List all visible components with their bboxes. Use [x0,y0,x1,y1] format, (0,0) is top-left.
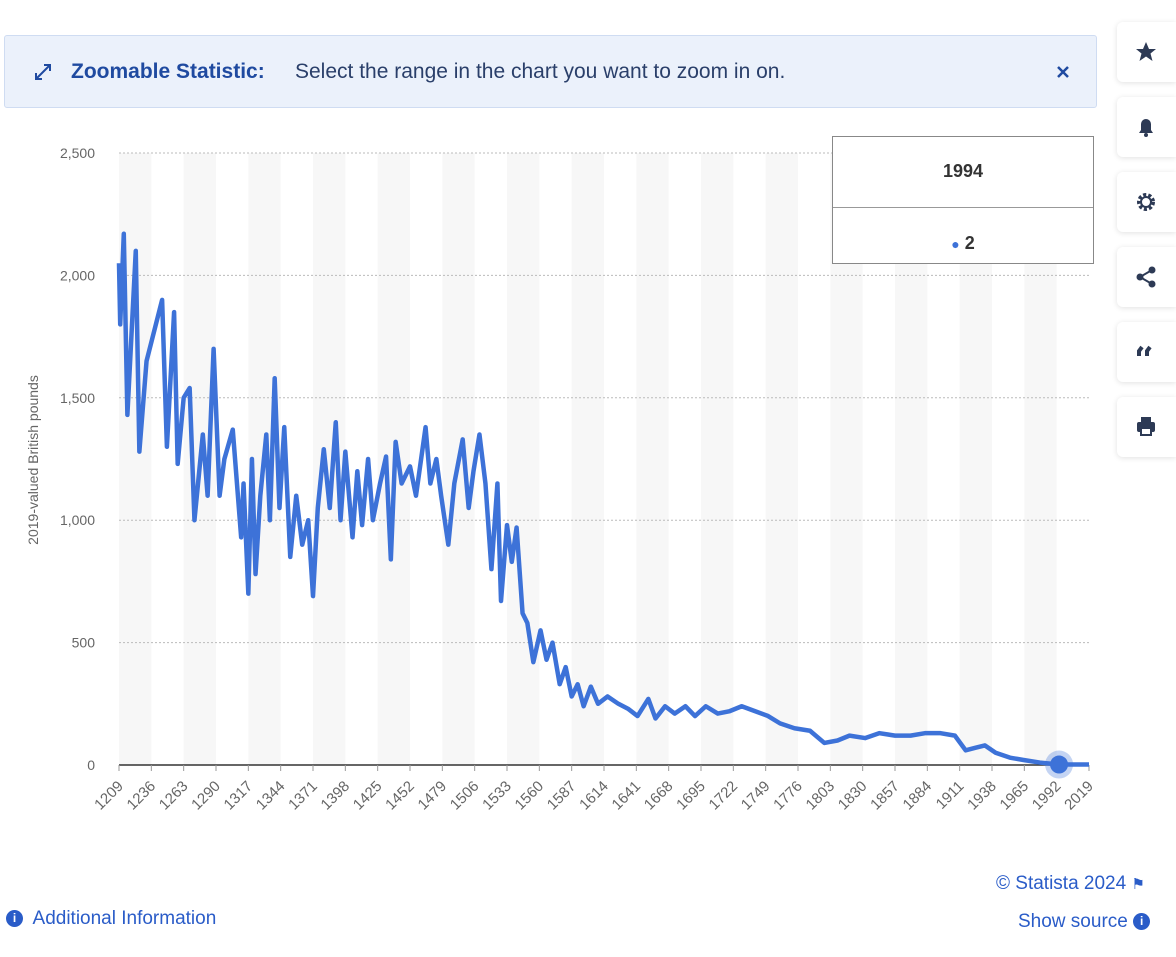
x-tick-label: 1560 [512,778,548,814]
x-tick-label: 1452 [382,778,418,814]
hover-point [1050,755,1069,774]
x-tick-label: 1965 [997,778,1033,814]
show-source-text[interactable]: Show source [1018,911,1128,932]
copyright[interactable]: © Statista 2024 ⚑ [996,873,1145,894]
x-tick-label: 1263 [156,778,192,814]
x-tick-label: 1884 [900,778,936,814]
x-tick-label: 1857 [867,778,903,814]
y-tick-label: 2,000 [60,267,95,283]
x-tick-label: 1236 [124,778,160,814]
y-tick-label: 1,000 [60,512,95,528]
x-tick-label: 1722 [706,778,742,814]
x-tick-label: 1776 [770,778,806,814]
additional-info-text[interactable]: Additional Information [32,908,217,929]
plot-band [765,153,798,765]
x-tick-label: 1992 [1029,778,1065,814]
x-tick-label: 1695 [673,778,709,814]
x-tick-label: 1506 [447,778,483,814]
x-tick-label: 1317 [221,778,257,814]
expand-icon [35,64,51,80]
plot-band [701,153,734,765]
copyright-text[interactable]: © Statista 2024 [996,873,1127,894]
y-tick-label: 500 [72,635,96,651]
y-tick-label: 2,500 [60,145,95,161]
y-tick-label: 1,500 [60,390,95,406]
x-tick-label: 1533 [479,778,515,814]
x-tick-label: 1830 [835,778,871,814]
x-tick-label: 1290 [188,778,224,814]
settings-button[interactable] [1117,172,1176,232]
x-tick-label: 2019 [1061,778,1097,814]
x-tick-label: 1209 [91,778,127,814]
x-tick-label: 1668 [641,778,677,814]
plot-band [571,153,604,765]
banner-title: Zoomable Statistic: [71,60,265,83]
x-tick-label: 1344 [253,778,289,814]
x-tick-label: 1641 [609,778,645,814]
chart: 2019-valued British pounds 0 500 1,000 1,50… [25,145,1097,814]
tooltip-value-text: 2 [964,233,975,253]
x-tick-label: 1911 [933,778,968,813]
close-button[interactable] [1055,64,1071,80]
x-tick-label: 1938 [964,778,1000,814]
zoom-banner: Zoomable Statistic: Select the range in … [4,35,1097,108]
data-line [116,231,1089,767]
tooltip-value: ● 2 [951,233,975,253]
y-axis-label: 2019-valued British pounds [25,375,41,545]
plot-band [313,153,346,765]
alert-button[interactable] [1117,97,1176,157]
x-tick-label: 1425 [350,778,386,814]
print-button[interactable] [1117,397,1176,457]
favorite-button[interactable] [1117,22,1176,82]
tooltip-year: 1994 [942,161,984,181]
tooltip: 1994 ● 2 [832,136,1094,264]
x-tick-label: 1398 [318,778,354,814]
x-tick-label: 1587 [544,778,580,814]
x-tick-label: 1479 [415,778,451,814]
banner-text: Select the range in the chart you want t… [295,60,786,83]
plot-band [636,153,669,765]
x-tick-label: 1749 [738,778,774,814]
x-tick-label: 1371 [285,778,321,814]
plot-band [507,153,540,765]
x-tick-label: 1614 [576,778,612,814]
additional-info[interactable]: i Additional Information [6,908,216,930]
cite-button[interactable] [1117,322,1176,382]
y-tick-label: 0 [87,757,95,773]
x-tick-label: 1803 [803,778,839,814]
share-button[interactable] [1117,247,1176,307]
show-source[interactable]: Show source i [1018,911,1151,933]
